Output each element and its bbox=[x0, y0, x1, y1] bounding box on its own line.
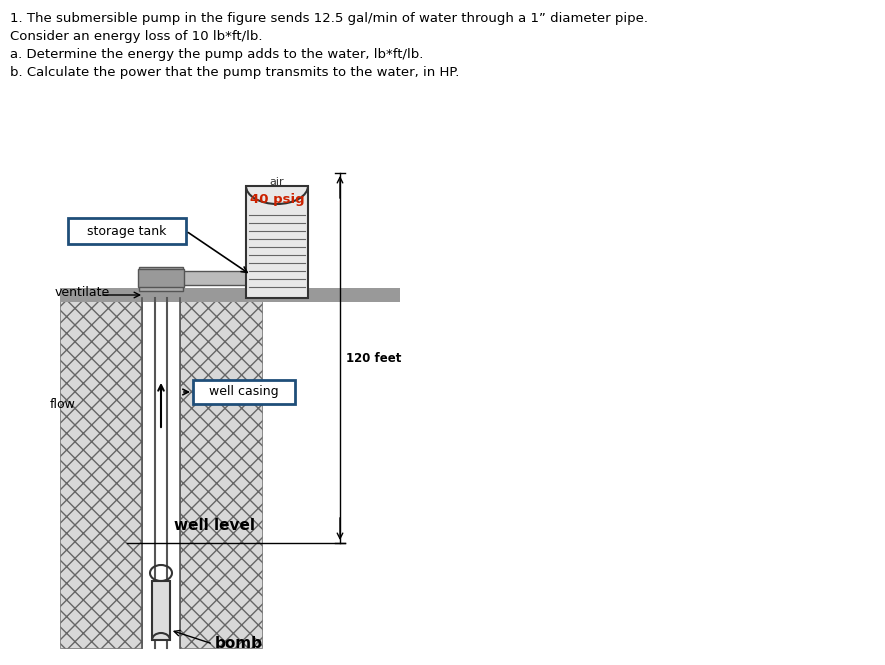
Bar bbox=[246, 186, 308, 298]
Text: well level: well level bbox=[174, 517, 256, 533]
Bar bbox=[68, 218, 186, 244]
Text: flow: flow bbox=[50, 398, 76, 412]
Bar bbox=[60, 298, 142, 648]
Text: Consider an energy loss of 10 lb*ft/lb.: Consider an energy loss of 10 lb*ft/lb. bbox=[10, 30, 263, 43]
Bar bbox=[180, 298, 262, 648]
Text: 120 feet: 120 feet bbox=[346, 352, 402, 364]
Text: b. Calculate the power that the pump transmits to the water, in HP.: b. Calculate the power that the pump tra… bbox=[10, 66, 459, 79]
Text: bomb: bomb bbox=[215, 636, 263, 652]
Bar bbox=[152, 581, 170, 640]
Text: 1. The submersible pump in the figure sends 12.5 gal/min of water through a 1” d: 1. The submersible pump in the figure se… bbox=[10, 12, 648, 25]
Text: storage tank: storage tank bbox=[88, 225, 166, 237]
Bar bbox=[193, 380, 295, 404]
Text: well casing: well casing bbox=[209, 386, 279, 398]
Text: 40 psig: 40 psig bbox=[250, 194, 304, 207]
Bar bbox=[254, 249, 300, 266]
Text: ventilate: ventilate bbox=[55, 285, 111, 299]
Bar bbox=[138, 269, 184, 287]
Bar bbox=[139, 267, 183, 291]
Bar bbox=[155, 271, 277, 285]
Text: air: air bbox=[270, 177, 284, 187]
Text: a. Determine the energy the pump adds to the water, lb*ft/lb.: a. Determine the energy the pump adds to… bbox=[10, 48, 423, 61]
Bar bbox=[60, 288, 400, 302]
